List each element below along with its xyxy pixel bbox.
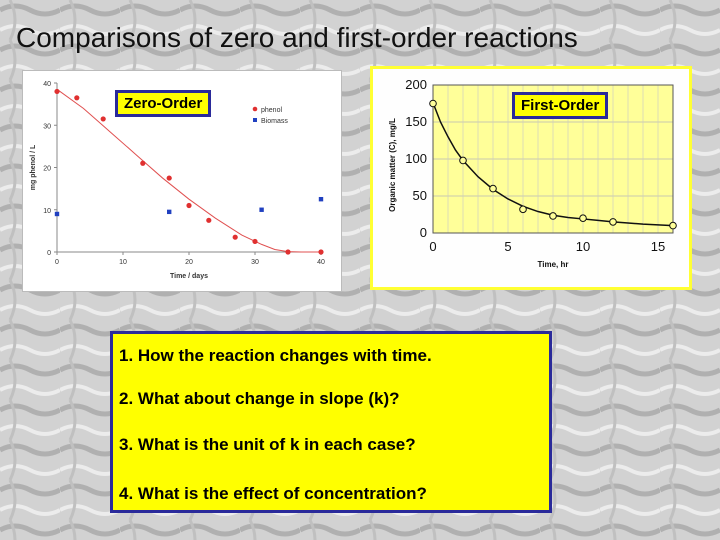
data-point [609, 218, 617, 226]
x-tick-label: 10 [576, 239, 590, 254]
x-axis-title: Time, hr [538, 260, 569, 269]
y-axis-title: Organic matter (C), mg/L [388, 118, 397, 212]
decay-curve [432, 102, 674, 227]
phenol-point [206, 217, 212, 223]
y-tick-label: 150 [405, 114, 427, 129]
y-tick-label: 0 [47, 250, 51, 257]
first-order-label: First-Order [512, 92, 609, 119]
y-tick-label: 100 [405, 151, 427, 166]
legend-phenol-marker [252, 106, 258, 112]
slide-title: Comparisons of zero and first-order reac… [16, 22, 578, 53]
data-point [579, 214, 587, 222]
x-tick-label: 0 [55, 259, 59, 266]
x-tick-label: 0 [429, 239, 436, 254]
question-4: 4. What is the effect of concentration? [119, 484, 427, 503]
biomass-point [259, 207, 264, 212]
x-tick-label: 15 [651, 239, 665, 254]
phenol-point [186, 202, 192, 209]
y-tick-label: 50 [413, 188, 427, 203]
data-point [669, 221, 677, 230]
phenol-point [232, 234, 238, 240]
data-point [489, 184, 497, 193]
data-point [549, 212, 557, 220]
data-point [519, 205, 527, 214]
y-tick-label: 0 [420, 225, 427, 240]
question-2: 2. What about change in slope (k)? [119, 389, 400, 408]
x-tick-label: 10 [119, 259, 127, 266]
plot-border [432, 84, 674, 234]
y-tick-label: 30 [43, 123, 51, 130]
phenol-point [285, 249, 291, 255]
data-point [429, 99, 437, 108]
question-1: 1. How the reaction changes with time. [119, 346, 432, 365]
zero-order-label: Zero-Order [115, 90, 212, 117]
questions-box: 1. How the reaction changes with time. 2… [110, 331, 552, 513]
phenol-point [252, 238, 258, 245]
legend-entry: Biomass [261, 118, 288, 125]
legend-biomass-marker [253, 118, 257, 122]
biomass-point [54, 211, 60, 217]
x-axis-title: Time / days [170, 273, 208, 280]
phenol-point [318, 249, 324, 255]
x-tick-label: 5 [504, 239, 511, 254]
y-tick-label: 200 [405, 77, 427, 92]
x-tick-label: 40 [317, 259, 325, 266]
y-tick-label: 20 [43, 166, 51, 173]
phenol-point [140, 160, 146, 166]
phenol-point [54, 88, 60, 95]
data-point [459, 156, 467, 165]
y-axis-title: mg phenol / L [30, 144, 37, 190]
phenol-point [74, 95, 80, 101]
legend-entry: phenol [261, 107, 282, 114]
y-tick-label: 40 [43, 81, 51, 88]
biomass-point [167, 209, 172, 215]
y-tick-label: 10 [43, 208, 51, 215]
phenol-point [100, 116, 106, 122]
x-tick-label: 20 [185, 259, 193, 266]
biomass-point [318, 196, 324, 202]
zero-order-chart: 0 10 20 30 40 0 10 20 30 40 Time / days mg phenol /… [30, 81, 325, 280]
question-3: 3. What is the unit of k in each case? [119, 435, 416, 454]
x-tick-label: 30 [251, 259, 259, 266]
phenol-point [166, 175, 172, 181]
